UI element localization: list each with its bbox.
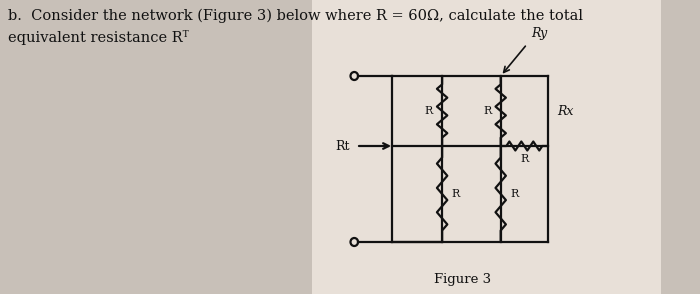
Text: Rt: Rt xyxy=(335,139,349,153)
Text: R: R xyxy=(424,106,433,116)
Text: R: R xyxy=(483,106,491,116)
Text: b.  Consider the network (Figure 3) below where R = 60Ω, calculate the total: b. Consider the network (Figure 3) below… xyxy=(8,9,582,24)
Bar xyxy=(312,0,662,294)
Text: Figure 3: Figure 3 xyxy=(434,273,491,286)
Text: equivalent resistance Rᵀ: equivalent resistance Rᵀ xyxy=(8,30,188,45)
Text: R: R xyxy=(452,189,460,199)
Text: Ry: Ry xyxy=(531,27,547,40)
Text: R: R xyxy=(510,189,519,199)
Text: R: R xyxy=(520,154,528,164)
Text: Rx: Rx xyxy=(557,104,574,118)
